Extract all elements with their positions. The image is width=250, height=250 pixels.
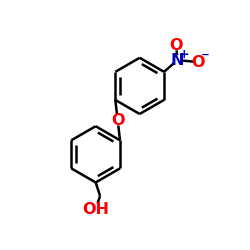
Text: O: O (170, 38, 183, 54)
Text: OH: OH (82, 202, 109, 217)
Text: N: N (171, 52, 184, 68)
Text: O: O (192, 54, 205, 70)
Text: +: + (178, 48, 189, 61)
Text: ⁻: ⁻ (200, 49, 209, 67)
Text: O: O (111, 112, 124, 128)
